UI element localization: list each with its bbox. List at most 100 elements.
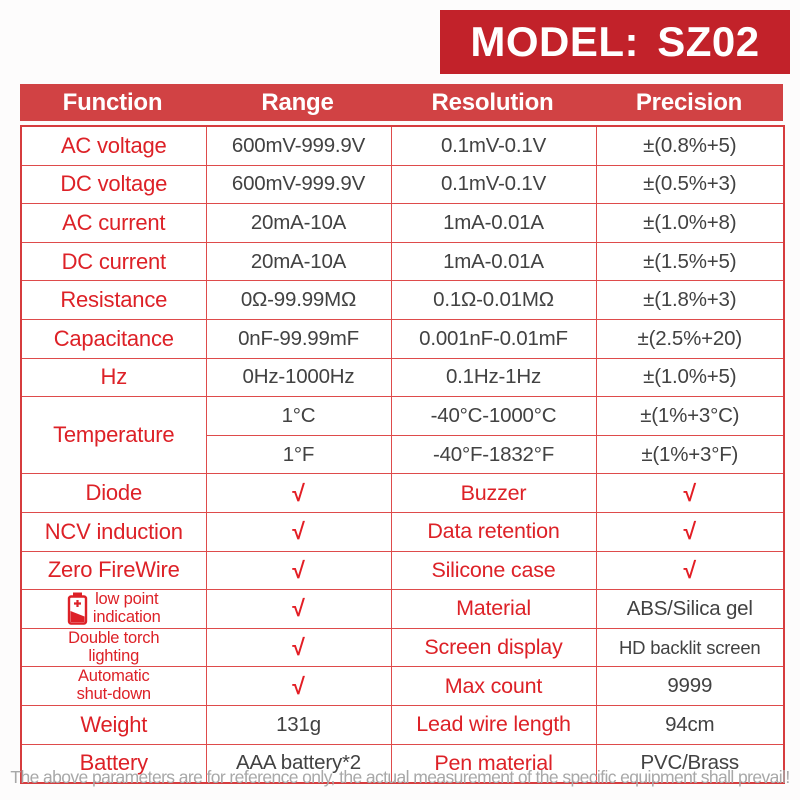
function-cell: AC voltage: [20, 125, 207, 166]
table-header-band: Function Range Resolution Precision: [20, 84, 783, 121]
function-cell: Resistance: [20, 280, 207, 320]
function-cell: Capacitance: [20, 318, 207, 359]
model-badge: MODEL: SZ02: [440, 10, 790, 74]
feature-value-cell: ABS/Silica gel: [595, 589, 785, 629]
range-cell: 1°C: [205, 396, 392, 436]
feature-label-cell: Screen display: [390, 627, 597, 668]
table-row: DC voltage 600mV-999.9V 0.1mV-0.1V ±(0.5…: [20, 164, 785, 205]
header-cell-resolution: Resolution: [431, 88, 554, 116]
table-row: Automatic shut-down √ Max count 9999: [20, 666, 785, 706]
resolution-cell: 0.1mV-0.1V: [390, 164, 597, 205]
resolution-cell: 0.1Hz-1Hz: [390, 357, 597, 398]
resolution-cell: 1mA-0.01A: [390, 203, 597, 243]
feature-label-cell: Lead wire length: [390, 704, 597, 745]
feature-label-cell: Pen material: [390, 743, 597, 784]
header-cell-function: Function: [62, 88, 163, 116]
table-row: Diode √ Buzzer √: [20, 473, 785, 513]
resolution-cell: -40°C-1000°C: [390, 396, 597, 436]
resolution-cell: -40°F-1832°F: [390, 434, 597, 475]
feature-label-cell: low point indication: [20, 589, 207, 629]
table-row: Capacitance 0nF-99.99mF 0.001nF-0.01mF ±…: [20, 318, 785, 359]
table-row: DC current 20mA-10A 1mA-0.01A ±(1.5%+5): [20, 241, 785, 282]
feature-label-line1: Double torch: [68, 628, 160, 647]
model-badge-text: MODEL: SZ02: [470, 18, 760, 65]
precision-cell: ±(2.5%+20): [595, 318, 785, 359]
checkmark-cell: √: [205, 473, 392, 513]
feature-label-line1: low point: [95, 590, 159, 609]
resolution-cell: 0.1mV-0.1V: [390, 125, 597, 166]
table-row: Battery AAA battery*2 Pen material PVC/B…: [20, 743, 785, 784]
checkmark-cell: √: [595, 511, 785, 552]
precision-cell: ±(1.8%+3): [595, 280, 785, 320]
table-row: Double torch lighting √ Screen display H…: [20, 627, 785, 668]
header-cell-precision: Precision: [635, 88, 743, 116]
feature-label-cell: Max count: [390, 666, 597, 706]
range-cell: 20mA-10A: [205, 203, 392, 243]
feature-label-cell: Double torch lighting: [20, 627, 207, 668]
checkmark-cell: √: [205, 627, 392, 668]
range-cell: 1°F: [205, 434, 392, 475]
precision-cell: ±(0.5%+3): [595, 164, 785, 205]
spec-table: AC voltage 600mV-999.9V 0.1mV-0.1V ±(0.8…: [20, 125, 785, 785]
feature-label-cell: Data retention: [390, 511, 597, 552]
function-cell: AC current: [20, 203, 207, 243]
checkmark-cell: √: [205, 589, 392, 629]
feature-label-cell: NCV induction: [20, 511, 207, 552]
feature-label-cell: Weight: [20, 704, 207, 745]
feature-value-cell: HD backlit screen: [595, 627, 785, 668]
precision-cell: ±(1.5%+5): [595, 241, 785, 282]
table-row: low point indication √ Material ABS/Sili…: [20, 589, 785, 629]
feature-label-line2: lighting: [88, 646, 140, 665]
feature-value-cell: 131g: [205, 704, 392, 745]
range-cell: 600mV-999.9V: [205, 164, 392, 205]
function-cell: Temperature: [20, 396, 207, 475]
range-cell: 0Hz-1000Hz: [205, 357, 392, 398]
table-row: NCV induction √ Data retention √: [20, 511, 785, 552]
range-cell: 600mV-999.9V: [205, 125, 392, 166]
table-row: Hz 0Hz-1000Hz 0.1Hz-1Hz ±(1.0%+5): [20, 357, 785, 398]
feature-value-cell: 94cm: [595, 704, 785, 745]
checkmark-cell: √: [205, 550, 392, 591]
feature-label-cell: Battery: [20, 743, 207, 784]
table-row-temperature: 1°F -40°F-1832°F ±(1%+3°F): [21, 434, 785, 475]
range-cell: 20mA-10A: [205, 241, 392, 282]
range-cell: 0nF-99.99mF: [205, 318, 392, 359]
function-cell: DC current: [20, 241, 207, 282]
checkmark-cell: √: [595, 550, 785, 591]
function-cell: Hz: [20, 357, 207, 398]
function-cell: DC voltage: [20, 164, 207, 205]
checkmark-cell: √: [205, 511, 392, 552]
precision-cell: ±(1%+3°C): [595, 396, 785, 436]
feature-label-line2: indication: [92, 607, 161, 626]
precision-cell: ±(0.8%+5): [595, 125, 785, 166]
table-row: AC voltage 600mV-999.9V 0.1mV-0.1V ±(0.8…: [20, 125, 785, 166]
precision-cell: ±(1.0%+8): [595, 203, 785, 243]
resolution-cell: 0.001nF-0.01mF: [390, 318, 597, 359]
table-row: Weight 131g Lead wire length 94cm: [20, 704, 785, 745]
feature-value-cell: PVC/Brass: [595, 743, 785, 784]
precision-cell: ±(1.0%+5): [595, 357, 785, 398]
footer-disclaimer: The above parameters are for reference o…: [10, 767, 790, 787]
feature-label-cell: Material: [390, 589, 597, 629]
feature-label-line1: Automatic: [77, 667, 150, 686]
table-row: AC current 20mA-10A 1mA-0.01A ±(1.0%+8): [20, 203, 785, 243]
feature-label-cell: Zero FireWire: [20, 550, 207, 591]
precision-cell: ±(1%+3°F): [595, 434, 785, 475]
table-row: Resistance 0Ω-99.99MΩ 0.1Ω-0.01MΩ ±(1.8%…: [20, 280, 785, 320]
feature-label-cell: Automatic shut-down: [20, 666, 207, 706]
feature-value-cell: AAA battery*2: [205, 743, 392, 784]
feature-label-cell: Diode: [20, 473, 207, 513]
feature-label-line2: shut-down: [76, 685, 152, 704]
range-cell: 0Ω-99.99MΩ: [205, 280, 392, 320]
table-row: Zero FireWire √ Silicone case √: [20, 550, 785, 591]
header-cell-range: Range: [261, 88, 334, 116]
feature-label-cell: Buzzer: [390, 473, 597, 513]
resolution-cell: 1mA-0.01A: [390, 241, 597, 282]
feature-label-cell: Silicone case: [390, 550, 597, 591]
checkmark-cell: √: [205, 666, 392, 706]
feature-value-cell: 9999: [595, 666, 785, 706]
checkmark-cell: √: [595, 473, 785, 513]
resolution-cell: 0.1Ω-0.01MΩ: [390, 280, 597, 320]
low-battery-icon: [67, 592, 88, 626]
